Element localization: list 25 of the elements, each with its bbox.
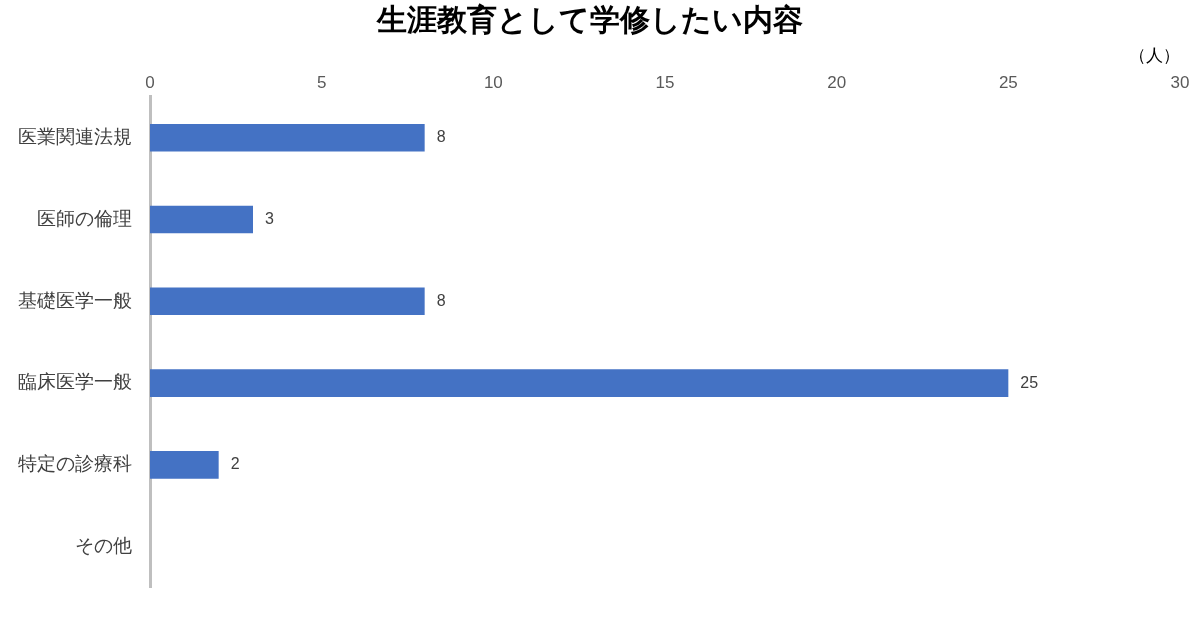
- x-tick-label: 0: [145, 73, 155, 93]
- x-tick-label: 5: [316, 73, 327, 93]
- y-tick-label: 特定の診療科: [18, 453, 132, 475]
- bar: [150, 287, 425, 316]
- data-label: 2: [230, 455, 240, 473]
- y-tick-label: 医師の倫理: [37, 207, 132, 229]
- bar: [150, 205, 253, 234]
- data-label: 25: [1020, 373, 1039, 391]
- y-tick-label: 医業関連法規: [18, 125, 132, 147]
- x-axis-title: （人）: [1129, 45, 1180, 65]
- bar: [150, 451, 219, 479]
- x-tick-label: 15: [655, 73, 675, 93]
- data-label: 8: [436, 291, 446, 309]
- x-tick-label: 30: [1170, 73, 1190, 93]
- x-tick-label: 10: [483, 73, 503, 93]
- chart-title: 生涯教育として学修したい内容: [376, 3, 803, 37]
- data-label: 8: [436, 128, 446, 146]
- x-tick-label: 25: [998, 73, 1018, 93]
- y-tick-label: 基礎医学一般: [18, 289, 132, 311]
- y-tick-label: その他: [75, 534, 132, 556]
- bar: [150, 369, 1009, 397]
- data-label: 3: [265, 209, 274, 227]
- x-tick-label: 20: [827, 73, 847, 93]
- y-tick-label: 臨床医学一般: [18, 371, 132, 393]
- bar: [150, 123, 425, 152]
